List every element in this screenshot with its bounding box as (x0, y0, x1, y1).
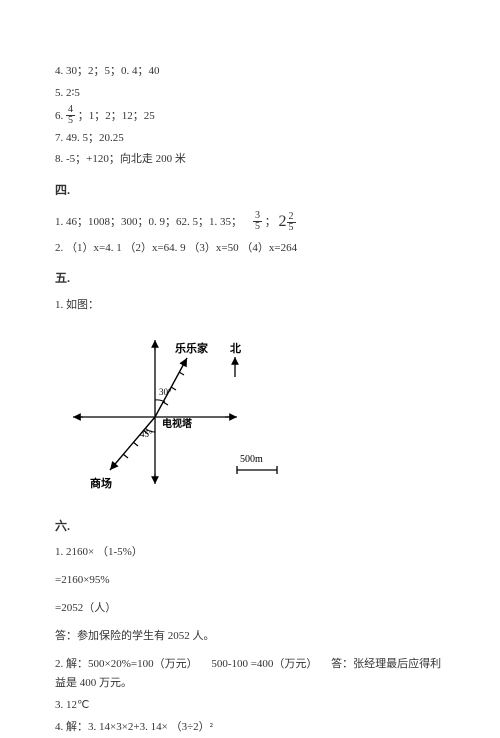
mixed-den: 5 (287, 223, 296, 233)
sec4-line1-mid: ； (265, 216, 279, 228)
label-tv: 电视塔 (162, 417, 193, 430)
label-shop: 商场 (90, 476, 112, 490)
sec6-2: 2. 解：500×20%=100（万元） 500-100 =400（万元） 答：… (55, 655, 445, 695)
sec6-1a: 1. 2160× （1-5%） (55, 543, 445, 563)
ans-5: 5. 2∶5 (55, 84, 445, 104)
label-home: 乐乐家 (175, 341, 209, 355)
mixed-whole: 2 (279, 213, 287, 230)
sec4-line1-a: 1. 46；1008；300；0. 9；62. 5；1. 35； (55, 216, 242, 228)
mixed-2-2-5: 2 2 5 (279, 208, 296, 237)
ans-4: 4. 30；2；5；0. 4；40 (55, 62, 445, 82)
compass-diagram: 30° 45° 乐乐家 北 电视塔 商场 500m (55, 322, 445, 502)
heading-five: 五. (55, 268, 445, 290)
sec6-1c: =2052（人） (55, 599, 445, 619)
diagram-svg: 30° 45° 乐乐家 北 电视塔 商场 500m (55, 322, 315, 502)
ans-7: 7. 49. 5；20.25 (55, 129, 445, 149)
fraction-den: 5 (66, 116, 75, 126)
ans-6-prefix: 6. (55, 110, 66, 122)
ans-8: 8. -5；+120；向北走 200 米 (55, 150, 445, 170)
heading-six: 六. (55, 516, 445, 538)
heading-four: 四. (55, 180, 445, 202)
sec6-4: 4. 解：3. 14×3×2+3. 14× （3÷2）² (55, 718, 445, 738)
scale-label: 500m (240, 454, 263, 465)
fraction-4-5: 4 5 (66, 105, 75, 126)
fraction-den: 5 (253, 222, 262, 232)
ans-6-suffix: ；1；2；12；25 (78, 110, 155, 122)
sec4-line2: 2. （1）x=4. 1 （2）x=64. 9 （3）x=50 （4）x=264 (55, 239, 445, 259)
angle-30-label: 30° (159, 387, 172, 397)
ans-6: 6. 4 5 ；1；2；12；25 (55, 106, 445, 127)
label-north: 北 (230, 341, 241, 355)
sec6-1b: =2160×95% (55, 571, 445, 591)
fraction-num: 4 (66, 105, 75, 116)
fraction-3-5: 3 5 (253, 211, 262, 232)
sec5-line1: 1. 如图： (55, 296, 445, 316)
sec6-1d: 答：参加保险的学生有 2052 人。 (55, 627, 445, 647)
angle-45-label: 45° (140, 429, 153, 439)
sec4-line1: 1. 46；1008；300；0. 9；62. 5；1. 35； 3 5 ； 2… (55, 208, 445, 237)
sec6-3: 3. 12℃ (55, 696, 445, 716)
